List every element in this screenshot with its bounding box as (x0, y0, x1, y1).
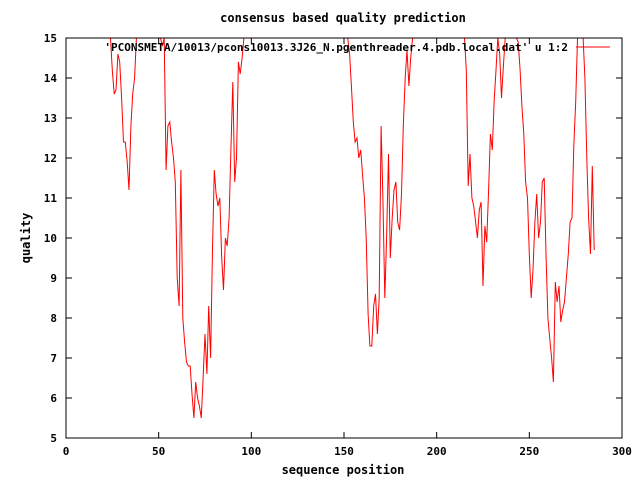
legend-series-label: 'PCONSMETA/10013/pcons10013.3J26_N.pgent… (104, 41, 568, 54)
y-tick-label: 5 (50, 432, 57, 445)
x-tick-label: 100 (241, 445, 261, 458)
y-tick-label: 10 (44, 232, 57, 245)
y-tick-label: 11 (44, 192, 58, 205)
x-axis-label: sequence position (282, 463, 405, 477)
y-tick-label: 8 (50, 312, 57, 325)
series-layer (110, 37, 595, 419)
y-tick-label: 12 (44, 152, 57, 165)
axis-ticks: 0 50 100 150 200 250 300 5 6 7 8 9 10 11 12 13 14 15 (44, 32, 632, 458)
legend: 'PCONSMETA/10013/pcons10013.3J26_N.pgent… (104, 41, 610, 54)
x-tick-label: 0 (63, 445, 70, 458)
x-tick-label: 200 (427, 445, 447, 458)
y-axis-label: quality (19, 213, 33, 264)
chart-title: consensus based quality prediction (220, 11, 466, 25)
plot-area-frame (65, 37, 623, 439)
x-tick-label: 150 (334, 445, 354, 458)
y-tick-label: 14 (44, 72, 58, 85)
y-tick-label: 15 (44, 32, 57, 45)
y-tick-label: 13 (44, 112, 57, 125)
x-tick-label: 50 (152, 445, 165, 458)
y-tick-label: 9 (50, 272, 57, 285)
series-line (110, 37, 595, 419)
y-tick-label: 6 (50, 392, 57, 405)
y-tick-label: 7 (50, 352, 57, 365)
x-tick-label: 300 (612, 445, 632, 458)
x-tick-label: 250 (519, 445, 539, 458)
